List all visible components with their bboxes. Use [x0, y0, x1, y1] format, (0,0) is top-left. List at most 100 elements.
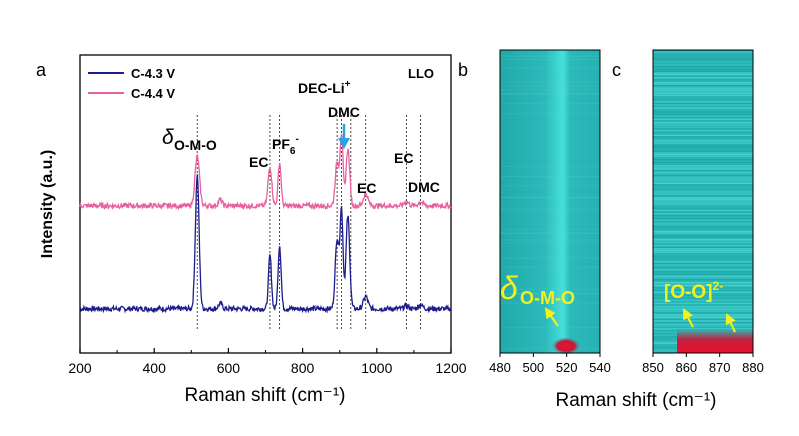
heatmap-stripe	[653, 218, 753, 220]
heatmap-stripe	[653, 170, 753, 172]
heatmap-stripe	[653, 219, 753, 221]
heatmap-stripe	[653, 62, 753, 64]
heatmap-stripe	[653, 227, 753, 229]
heatmap-stripe	[500, 67, 600, 69]
panel-b-annotation: δ O-M-O	[500, 270, 575, 327]
panel-b-label: b	[458, 60, 468, 80]
heatmap-stripe	[653, 307, 753, 309]
x-tick-label: 1000	[361, 360, 392, 376]
heatmap-stripe	[653, 128, 753, 130]
x-tick-label: 870	[709, 360, 731, 375]
heatmap-stripe	[500, 257, 600, 259]
heatmap-stripe	[653, 299, 753, 301]
heatmap-stripe	[653, 98, 753, 100]
heatmap-stripe	[500, 207, 600, 209]
heatmap-stripe	[500, 89, 600, 91]
heatmap-stripe	[653, 126, 753, 128]
heatmap-stripe	[500, 113, 600, 115]
heatmap-stripe	[653, 224, 753, 226]
heatmap-stripe	[653, 77, 753, 79]
heatmap-stripe	[653, 211, 753, 213]
heatmap-stripe	[653, 203, 753, 205]
heatmap-stripe	[653, 70, 753, 72]
heatmap-stripe	[653, 133, 753, 135]
x-tick-label: 500	[522, 360, 544, 375]
heatmap-stripe	[500, 232, 600, 234]
x-tick-label: 850	[642, 360, 664, 375]
heatmap-stripe	[653, 282, 753, 284]
heatmap-stripe	[653, 112, 753, 114]
heatmap-stripe	[653, 80, 753, 82]
corner-label-llo: LLO	[408, 66, 434, 81]
heatmap-stripe	[653, 251, 753, 253]
heatmap-stripe	[500, 102, 600, 104]
heatmap-stripe	[653, 296, 753, 298]
heatmap-stripe	[653, 136, 753, 138]
heatmap-stripe	[653, 314, 753, 316]
heatmap-stripe	[653, 147, 753, 149]
heatmap-stripe	[653, 198, 753, 200]
panel-b-hotspot	[551, 337, 581, 355]
x-ticks: 200 400 600 800 1000 1200	[68, 348, 467, 376]
heatmap-stripe	[653, 291, 753, 293]
series-group	[79, 134, 452, 314]
heatmap-stripe	[653, 99, 753, 101]
heatmap-stripe	[653, 139, 753, 141]
x-tick-label: 1200	[435, 360, 466, 376]
heatmap-stripe	[500, 85, 600, 87]
panel-a-xlabel: Raman shift (cm⁻¹)	[185, 385, 346, 406]
heatmap-stripe	[653, 190, 753, 192]
heatmap-stripe	[653, 107, 753, 109]
series-line-c43	[79, 174, 452, 314]
heatmap-stripe	[653, 192, 753, 194]
heatmap-stripe	[653, 138, 753, 140]
x-tick-label: 600	[217, 360, 241, 376]
panel-c-frame	[652, 49, 754, 354]
down-arrow-icon	[338, 124, 350, 149]
heatmap-stripe	[653, 83, 753, 85]
heatmap-stripe	[653, 165, 753, 167]
heatmap-stripe	[653, 285, 753, 287]
heatmap-stripe	[653, 326, 753, 328]
heatmap-stripe	[653, 320, 753, 322]
heatmap-stripe	[653, 158, 753, 160]
panel-b-arrow-icon	[544, 307, 559, 327]
heatmap-stripe	[653, 88, 753, 90]
heatmap-stripe	[653, 245, 753, 247]
heatmap-stripe	[653, 280, 753, 282]
panel-c-annotation: [O-O]2-	[664, 279, 736, 333]
heatmap-stripe	[653, 53, 753, 55]
heatmap-stripe	[653, 179, 753, 181]
heatmap-stripe	[653, 86, 753, 88]
heatmap-stripe	[653, 94, 753, 96]
heatmap-stripe	[653, 69, 753, 71]
heatmap-stripe	[653, 210, 753, 212]
heatmap-stripe	[653, 114, 753, 116]
heatmap-stripe	[653, 208, 753, 210]
heatmap-stripe	[653, 315, 753, 317]
heatmap-stripe	[653, 178, 753, 180]
heatmap-stripe	[653, 267, 753, 269]
x-tick-label: 200	[68, 360, 92, 376]
heatmap-stripe	[653, 166, 753, 168]
heatmap-stripe	[653, 160, 753, 162]
heatmap-stripe	[653, 304, 753, 306]
heatmap-stripe	[500, 288, 600, 290]
heatmap-stripe	[653, 130, 753, 132]
heatmap-stripe	[653, 262, 753, 264]
heatmap-stripe	[653, 174, 753, 176]
panel-c-label: c	[612, 60, 621, 80]
heatmap-stripe	[653, 221, 753, 223]
heatmap-stripe	[653, 312, 753, 314]
panel-c-x-ticks: 850 860 870 880	[642, 353, 764, 375]
heatmap-stripe	[653, 72, 753, 74]
x-tick-label: 480	[489, 360, 511, 375]
heatmap-stripe	[500, 266, 600, 268]
annotation-pf6-sub: 6	[290, 146, 296, 157]
x-tick-label: 800	[291, 360, 315, 376]
panel-a-label: a	[36, 60, 47, 80]
heatmap-stripe	[653, 110, 753, 112]
heatmap-stripe	[500, 82, 600, 84]
heatmap-stripe	[653, 286, 753, 288]
x-tick-label: 520	[556, 360, 578, 375]
